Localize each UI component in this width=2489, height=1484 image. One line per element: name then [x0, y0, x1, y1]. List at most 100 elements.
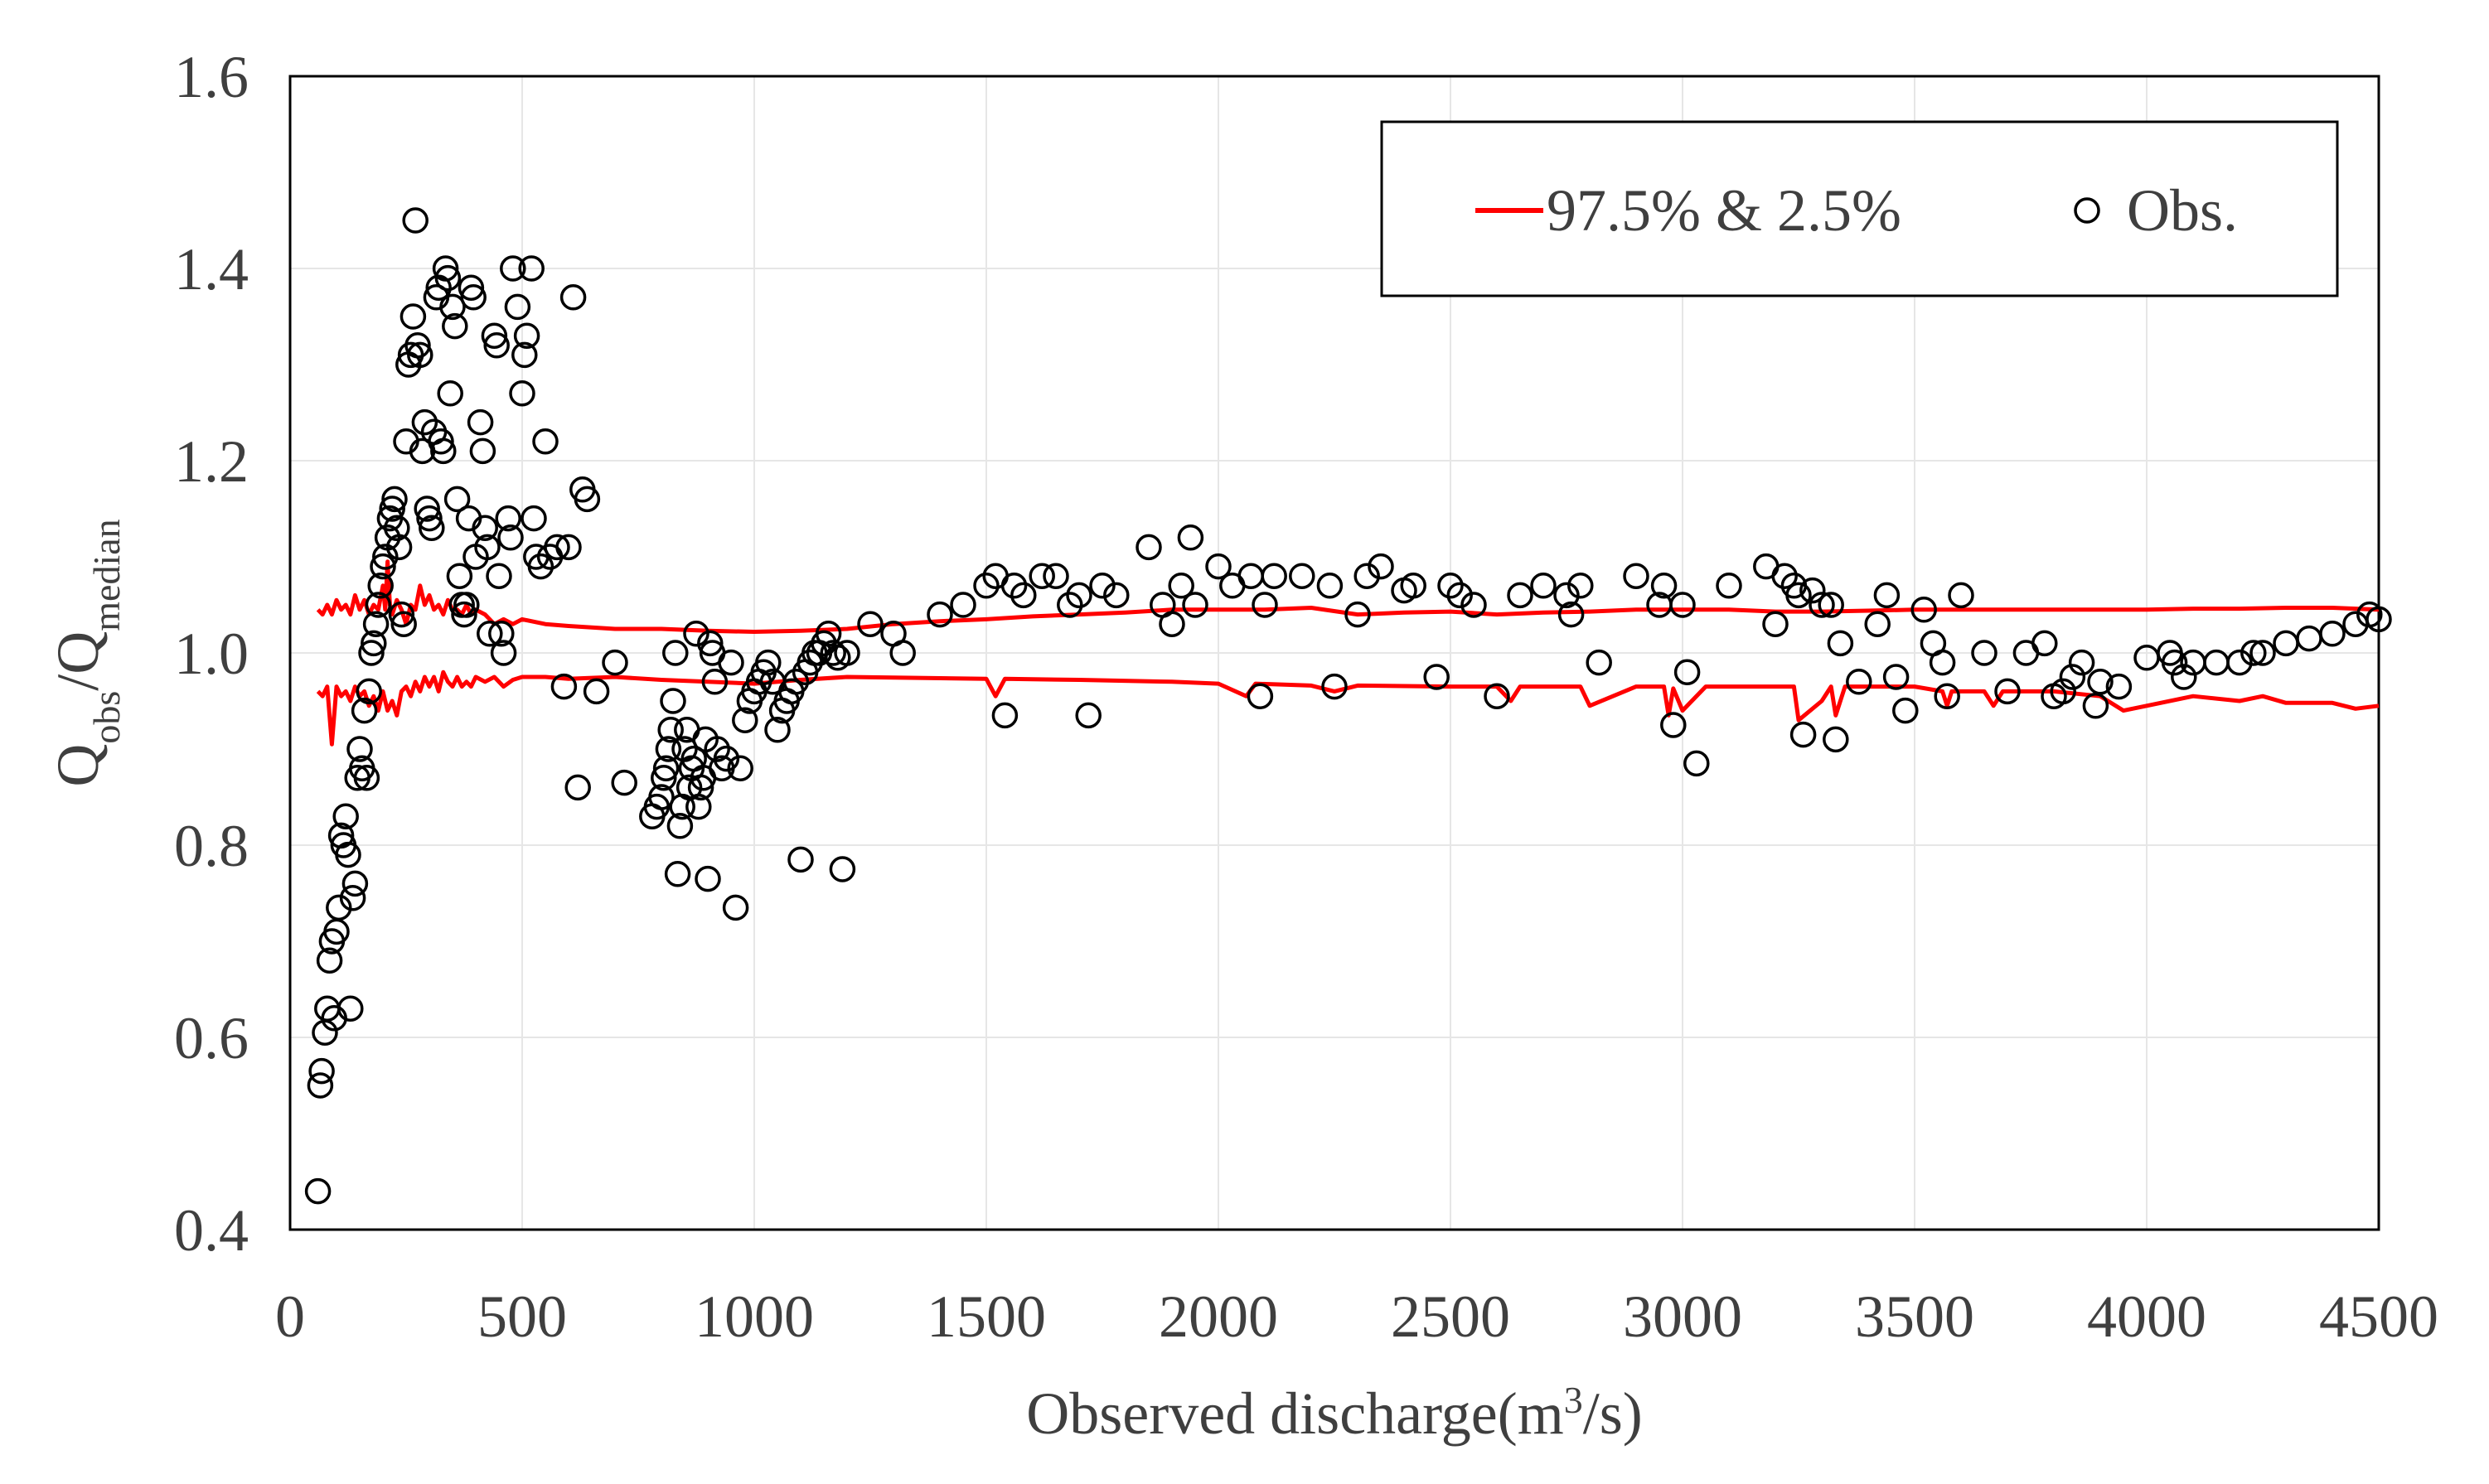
obs-point — [1660, 712, 1687, 738]
obs-point — [1586, 649, 1612, 676]
obs-point — [509, 380, 535, 407]
obs-point — [453, 592, 480, 618]
obs-point — [727, 755, 753, 781]
obs-point — [1261, 563, 1287, 589]
series-layer — [304, 207, 2392, 1205]
obs-point — [2226, 649, 2253, 676]
y-tick-label: 1.2 — [174, 428, 249, 495]
obs-point — [1057, 592, 1083, 618]
obs-point — [381, 486, 408, 513]
obs-point — [1910, 597, 1937, 623]
obs-point — [500, 255, 526, 282]
obs-point — [666, 813, 694, 839]
legend-obs-marker — [2074, 197, 2100, 224]
obs-point — [2105, 673, 2133, 700]
obs-point — [695, 865, 721, 892]
obs-point — [388, 601, 415, 628]
obs-point — [685, 793, 712, 820]
obs-point — [701, 669, 729, 695]
obs-point — [474, 534, 501, 561]
obs-point — [927, 601, 953, 628]
x-tick-label: 0 — [275, 1283, 305, 1350]
obs-point — [1289, 563, 1315, 589]
obs-point — [1557, 601, 1585, 628]
obs-point — [460, 284, 487, 311]
obs-point — [1882, 664, 1910, 690]
obs-point — [488, 621, 515, 647]
y-axis-title-slash: /Q — [45, 631, 111, 691]
obs-point — [356, 678, 382, 705]
y-axis-title-sub1: obs — [85, 691, 128, 744]
obs-point — [1809, 592, 1835, 618]
obs-point — [755, 649, 782, 676]
obs-point — [467, 408, 494, 436]
obs-point — [1789, 721, 1817, 748]
obs-point — [1177, 524, 1204, 551]
obs-point — [304, 1177, 332, 1205]
obs-point — [704, 736, 730, 762]
obs-point — [1683, 750, 1710, 777]
obs-point — [764, 717, 791, 743]
obs-point — [481, 322, 508, 349]
obs-point — [1446, 582, 1473, 609]
obs-point — [434, 264, 462, 292]
obs-point — [664, 861, 691, 887]
obs-point — [1669, 592, 1696, 618]
obs-point — [1785, 582, 1812, 609]
obs-point — [308, 1057, 335, 1085]
obs-point — [1437, 573, 1464, 599]
obs-point — [718, 649, 744, 676]
obs-point — [443, 486, 471, 513]
obs-point — [1344, 601, 1371, 628]
obs-point — [358, 640, 385, 666]
obs-point — [414, 495, 440, 522]
obs-point — [2031, 630, 2058, 657]
obs-point — [337, 995, 364, 1022]
obs-point — [1043, 563, 1069, 589]
obs-point — [564, 774, 591, 801]
x-tick-label: 4500 — [2319, 1283, 2438, 1350]
obs-point — [497, 524, 524, 551]
obs-point — [490, 640, 517, 666]
obs-point — [1716, 573, 1742, 599]
y-tick-label: 1.6 — [174, 44, 249, 110]
obs-point — [889, 640, 916, 666]
obs-point — [2087, 669, 2114, 695]
obs-point — [2068, 649, 2095, 676]
obs-point — [1075, 702, 1102, 729]
obs-point — [991, 702, 1019, 729]
obs-point — [1623, 563, 1649, 589]
obs-point — [335, 841, 361, 868]
obs-point — [385, 534, 413, 561]
obs-point — [458, 274, 485, 301]
obs-point — [379, 495, 405, 522]
legend-band-label: 97.5% & 2.5% — [1547, 177, 1901, 244]
x-tick-label: 3500 — [1855, 1283, 1974, 1350]
legend-obs-label: Obs. — [2127, 177, 2238, 244]
obs-point — [655, 736, 682, 762]
obs-point — [2240, 640, 2267, 666]
y-tick-label: 1.4 — [174, 236, 249, 302]
obs-point — [402, 207, 429, 234]
obs-point — [1553, 582, 1580, 609]
y-tick-label: 1.0 — [174, 621, 249, 687]
obs-point — [384, 515, 410, 541]
obs-point — [446, 563, 473, 589]
obs-point — [1892, 697, 1919, 724]
y-tick-label: 0.8 — [174, 813, 249, 879]
obs-point — [351, 697, 378, 724]
obs-point — [2366, 606, 2392, 633]
obs-point — [787, 846, 814, 873]
obs-point — [1136, 534, 1162, 561]
obs-point — [419, 515, 445, 541]
obs-point — [2171, 664, 2197, 690]
obs-point — [683, 621, 709, 647]
obs-point — [687, 774, 714, 801]
obs-point — [1799, 577, 1826, 604]
obs-point — [550, 673, 578, 700]
obs-point — [651, 765, 677, 791]
obs-point — [404, 332, 431, 359]
obs-point — [1368, 553, 1394, 580]
obs-point — [326, 894, 352, 921]
y-axis-title-sub2: median — [85, 519, 128, 631]
